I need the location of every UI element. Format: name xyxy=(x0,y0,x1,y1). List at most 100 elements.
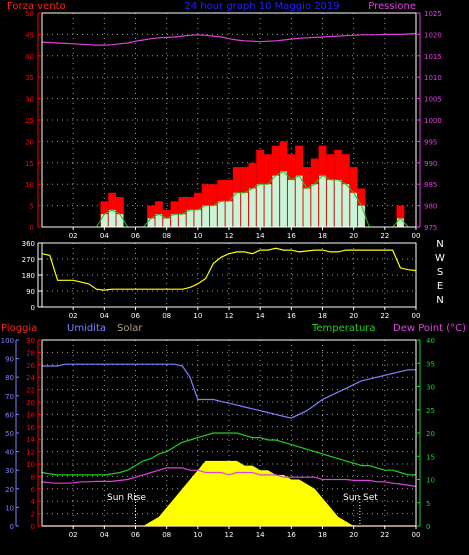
x-tick-label: 06 xyxy=(131,531,140,539)
wind-avg-bar xyxy=(194,209,202,227)
humidity-tick-label: 70 xyxy=(5,393,14,401)
temp-tick-label: 25 xyxy=(426,407,435,415)
x-tick-label: 04 xyxy=(100,312,109,320)
temperature-label: Temperatura xyxy=(311,323,376,334)
wind-avg-bar xyxy=(147,218,155,227)
wind-avg-bar xyxy=(241,192,248,227)
humidity-tick-label: 10 xyxy=(5,504,14,512)
x-tick-label: 22 xyxy=(380,531,389,539)
y2-tick-label: 995 xyxy=(424,138,437,146)
y-tick-label: 45 xyxy=(25,31,34,39)
humidity-tick-label: 60 xyxy=(5,411,14,419)
pressure-axis-title: Pressione xyxy=(368,1,416,12)
x-tick-label: 00 xyxy=(412,232,421,240)
rain-tick-label: 26 xyxy=(26,362,35,370)
wind-avg-bar xyxy=(202,205,210,227)
rain-tick-label: 30 xyxy=(26,337,35,345)
y2-tick-label: 1000 xyxy=(424,117,442,125)
wind-avg-bar xyxy=(233,192,241,227)
x-tick-label: 06 xyxy=(131,232,140,240)
wind-gust-bar xyxy=(147,205,155,227)
rain-tick-label: 16 xyxy=(26,424,35,432)
wind-avg-line xyxy=(42,170,416,228)
direction-line xyxy=(41,247,417,291)
wind-avg-bar xyxy=(295,175,303,227)
compass-label: W xyxy=(435,253,445,264)
solar-label: Solar xyxy=(117,323,143,334)
x-tick-label: 04 xyxy=(100,531,109,539)
rain-tick-label: 28 xyxy=(26,349,35,357)
wind-avg-bar xyxy=(350,192,358,227)
rain-tick-label: 18 xyxy=(26,411,35,419)
chart-title: 24 hour graph 10 Maggio 2019 xyxy=(184,1,339,12)
y-tick-label: 0 xyxy=(31,304,35,312)
y-tick-label: 15 xyxy=(25,160,34,168)
sunset-label: Sun Set xyxy=(343,493,378,503)
x-tick-label: 20 xyxy=(349,531,358,539)
temp-tick-label: 0 xyxy=(426,523,430,531)
temp-tick-label: 35 xyxy=(426,360,435,368)
x-tick-label: 16 xyxy=(287,531,296,539)
x-tick-label: 10 xyxy=(193,531,202,539)
y2-tick-label: 1015 xyxy=(424,53,442,61)
rain-tick-label: 8 xyxy=(31,473,35,481)
x-tick-label: 16 xyxy=(287,312,296,320)
y-tick-label: 180 xyxy=(22,272,35,280)
dewpoint-label: Dew Point (°C) xyxy=(393,323,466,334)
humidity-tick-label: 90 xyxy=(5,356,14,364)
weather-panel: 0102030405060708090100024681012141618202… xyxy=(1,337,435,539)
wind-avg-bar xyxy=(287,179,295,227)
y2-tick-label: 975 xyxy=(424,224,437,232)
x-tick-label: 06 xyxy=(131,312,140,320)
rain-tick-label: 6 xyxy=(31,486,36,494)
humidity-tick-label: 30 xyxy=(5,467,14,475)
temp-tick-label: 30 xyxy=(426,384,435,392)
temp-tick-label: 20 xyxy=(426,430,435,438)
x-tick-label: 12 xyxy=(225,531,234,539)
x-tick-label: 02 xyxy=(69,531,78,539)
rain-tick-label: 24 xyxy=(26,374,35,382)
compass-label: E xyxy=(437,281,443,292)
y-tick-label: 40 xyxy=(25,53,34,61)
wind-avg-bar xyxy=(358,205,365,227)
temp-tick-label: 40 xyxy=(426,337,435,345)
x-tick-label: 22 xyxy=(380,232,389,240)
wind-axis-title: Forza vento xyxy=(7,1,66,12)
wind-avg-bar xyxy=(280,171,287,227)
compass-label: N xyxy=(436,295,443,306)
wind-avg-bar xyxy=(116,214,124,227)
temp-tick-label: 15 xyxy=(426,453,435,461)
wind-avg-bar xyxy=(319,175,326,227)
x-tick-label: 18 xyxy=(318,232,327,240)
humidity-label: Umidita xyxy=(67,323,106,334)
x-tick-label: 16 xyxy=(287,232,296,240)
wind-avg-bar xyxy=(334,179,342,227)
x-tick-label: 02 xyxy=(69,232,78,240)
wind-avg-bar xyxy=(272,175,280,227)
y2-tick-label: 1020 xyxy=(424,31,442,39)
y-tick-label: 30 xyxy=(25,96,34,104)
humidity-tick-label: 50 xyxy=(5,430,14,438)
humidity-tick-label: 0 xyxy=(10,523,14,531)
x-tick-label: 18 xyxy=(318,531,327,539)
y-tick-label: 10 xyxy=(25,181,34,189)
y-tick-label: 90 xyxy=(26,288,35,296)
wind-panel: 0510152025303540455097598098599099510001… xyxy=(25,10,442,240)
rain-label: Pioggia xyxy=(1,323,37,334)
rain-tick-label: 10 xyxy=(26,461,35,469)
x-tick-label: 04 xyxy=(100,232,109,240)
y2-tick-label: 980 xyxy=(424,203,437,211)
x-tick-label: 12 xyxy=(225,312,234,320)
humidity-tick-label: 80 xyxy=(5,374,14,382)
wind-avg-bar xyxy=(225,201,233,227)
y2-tick-label: 985 xyxy=(424,181,437,189)
temp-tick-label: 5 xyxy=(426,500,430,508)
x-tick-label: 08 xyxy=(162,232,171,240)
y-tick-label: 0 xyxy=(30,224,34,232)
x-tick-label: 08 xyxy=(162,531,171,539)
wind-avg-bar xyxy=(155,214,163,227)
rain-tick-label: 22 xyxy=(26,387,35,395)
rain-tick-label: 0 xyxy=(31,523,35,531)
